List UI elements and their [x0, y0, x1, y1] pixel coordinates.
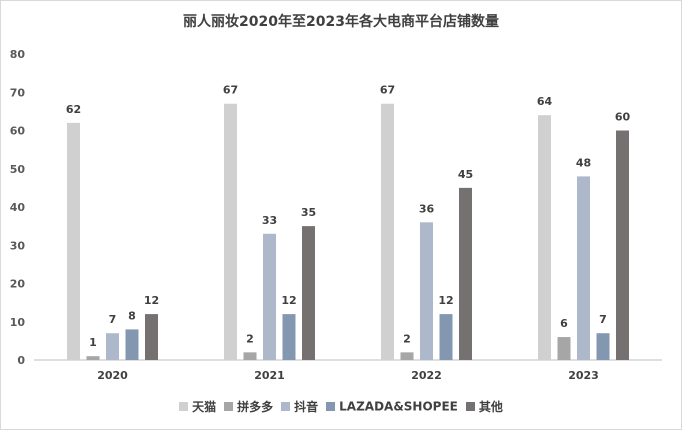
- data-label: 8: [128, 309, 136, 322]
- legend-label: 拼多多: [237, 400, 274, 414]
- bar: [67, 122, 80, 360]
- y-tick-label: 10: [10, 316, 26, 329]
- y-tick-label: 70: [10, 86, 26, 99]
- data-label: 67: [223, 84, 238, 97]
- x-category-label: 2020: [97, 369, 128, 382]
- data-label: 64: [537, 95, 553, 108]
- legend-item: 其他: [465, 398, 503, 415]
- data-label: 1: [89, 336, 97, 349]
- bar: [459, 187, 472, 360]
- legend-swatch: [224, 402, 234, 411]
- bar: [420, 222, 433, 360]
- y-tick-label: 20: [10, 278, 26, 291]
- legend-swatch: [281, 402, 291, 411]
- bar: [106, 333, 119, 360]
- y-tick-label: 30: [10, 239, 26, 252]
- legend-item: 天猫: [179, 398, 216, 415]
- legend-item: LAZADA&SHOPEE: [326, 399, 458, 414]
- bar: [596, 333, 610, 360]
- legend-swatch: [465, 402, 475, 411]
- x-category-label: 2021: [254, 369, 285, 382]
- bar: [439, 314, 453, 360]
- y-tick-label: 40: [10, 201, 26, 214]
- data-label: 67: [380, 84, 395, 97]
- data-label: 12: [438, 294, 453, 307]
- bar: [381, 103, 394, 360]
- data-label: 2: [403, 332, 411, 345]
- data-label: 12: [281, 294, 296, 307]
- data-label: 12: [144, 294, 159, 307]
- data-label: 45: [458, 168, 473, 181]
- legend-label: LAZADA&SHOPEE: [339, 399, 458, 414]
- legend-swatch: [326, 402, 336, 411]
- legend-item: 抖音: [281, 398, 318, 415]
- data-label: 7: [599, 313, 607, 326]
- data-label: 7: [109, 313, 117, 326]
- data-label: 36: [419, 202, 435, 215]
- x-category-label: 2022: [411, 369, 442, 382]
- y-tick-label: 80: [10, 48, 26, 61]
- bar: [577, 176, 590, 360]
- bar: [302, 226, 315, 360]
- data-label: 60: [615, 111, 631, 124]
- bar: [125, 329, 139, 360]
- data-label: 33: [262, 214, 277, 227]
- data-label: 35: [301, 206, 316, 219]
- bar: [538, 115, 551, 360]
- x-category-label: 2023: [568, 369, 599, 382]
- bar: [224, 103, 237, 360]
- data-label: 6: [560, 317, 568, 330]
- legend: 天猫 拼多多 抖音 LAZADA&SHOPEE 其他: [0, 398, 682, 415]
- bar: [557, 337, 571, 360]
- bar: [282, 314, 296, 360]
- bar: [263, 233, 276, 360]
- bar: [243, 352, 257, 360]
- y-tick-label: 50: [10, 163, 26, 176]
- legend-label: 其他: [478, 400, 503, 414]
- data-label: 2: [246, 332, 254, 345]
- bar: [400, 352, 414, 360]
- data-label: 48: [576, 156, 591, 169]
- bar: [616, 130, 629, 360]
- legend-label: 抖音: [294, 400, 319, 414]
- legend-item: 拼多多: [224, 398, 273, 415]
- chart-title: 丽人丽妆2020年至2023年各大电商平台店铺数量: [183, 14, 499, 30]
- legend-swatch: [179, 402, 189, 411]
- legend-label: 天猫: [192, 400, 217, 414]
- y-tick-label: 60: [10, 125, 26, 138]
- data-label: 62: [66, 103, 81, 116]
- y-tick-label: 0: [17, 354, 25, 367]
- bar: [86, 356, 100, 360]
- bar: [145, 314, 158, 360]
